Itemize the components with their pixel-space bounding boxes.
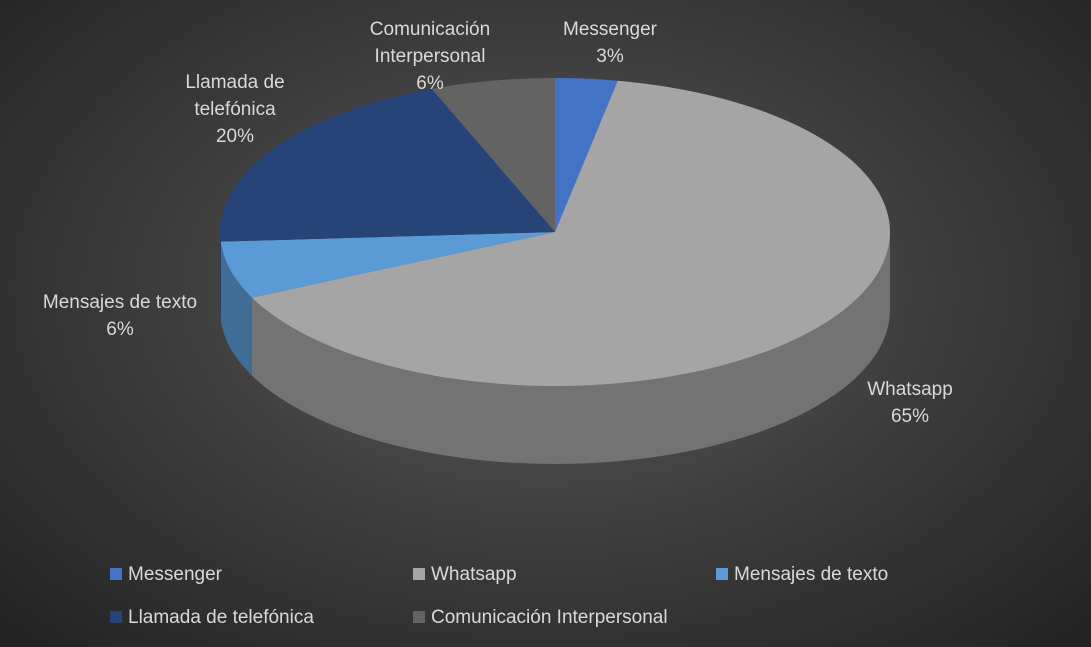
slice-side <box>251 232 890 464</box>
slice <box>220 232 555 298</box>
legend-swatch <box>110 568 122 580</box>
slice <box>219 88 555 242</box>
slice <box>251 80 891 387</box>
slice <box>555 78 618 232</box>
legend-label: Llamada de telefónica <box>128 607 314 628</box>
data-label-value: 20% <box>215 126 255 147</box>
data-label-name: Comunicación Interpersonal <box>369 19 491 67</box>
data-label: Whatsapp 65% <box>850 376 970 430</box>
legend-item: Comunicación Interpersonal <box>413 606 668 630</box>
legend-item: Messenger <box>110 563 222 587</box>
data-label: Mensajes de texto 6% <box>0 289 240 343</box>
legend-label: Messenger <box>128 564 222 585</box>
data-label-name: Mensajes de texto <box>42 292 198 313</box>
data-label: Llamada de telefónica 20% <box>160 69 310 150</box>
legend-swatch <box>716 568 728 580</box>
data-label-value: 6% <box>106 319 134 340</box>
slice-side <box>220 232 221 320</box>
data-label: Messenger 3% <box>560 16 660 70</box>
data-label-value: 3% <box>596 46 624 67</box>
slice <box>431 78 555 232</box>
data-label-value: 65% <box>890 406 930 427</box>
legend-swatch <box>413 568 425 580</box>
legend-label: Mensajes de texto <box>734 564 889 585</box>
data-label-value: 6% <box>416 73 444 94</box>
legend-swatch <box>413 611 425 623</box>
legend-item: Llamada de telefónica <box>110 606 314 630</box>
legend-label: Comunicación Interpersonal <box>431 607 668 628</box>
data-label: Comunicación Interpersonal 6% <box>345 16 515 97</box>
data-label-name: Messenger <box>563 19 657 40</box>
legend-label: Whatsapp <box>431 564 517 585</box>
data-label-name: Whatsapp <box>867 379 953 400</box>
legend-item: Whatsapp <box>413 563 517 587</box>
legend-item: Mensajes de texto <box>716 563 888 587</box>
slice-side <box>220 241 252 376</box>
legend-swatch <box>110 611 122 623</box>
data-label-name: Llamada de telefónica <box>185 72 285 120</box>
